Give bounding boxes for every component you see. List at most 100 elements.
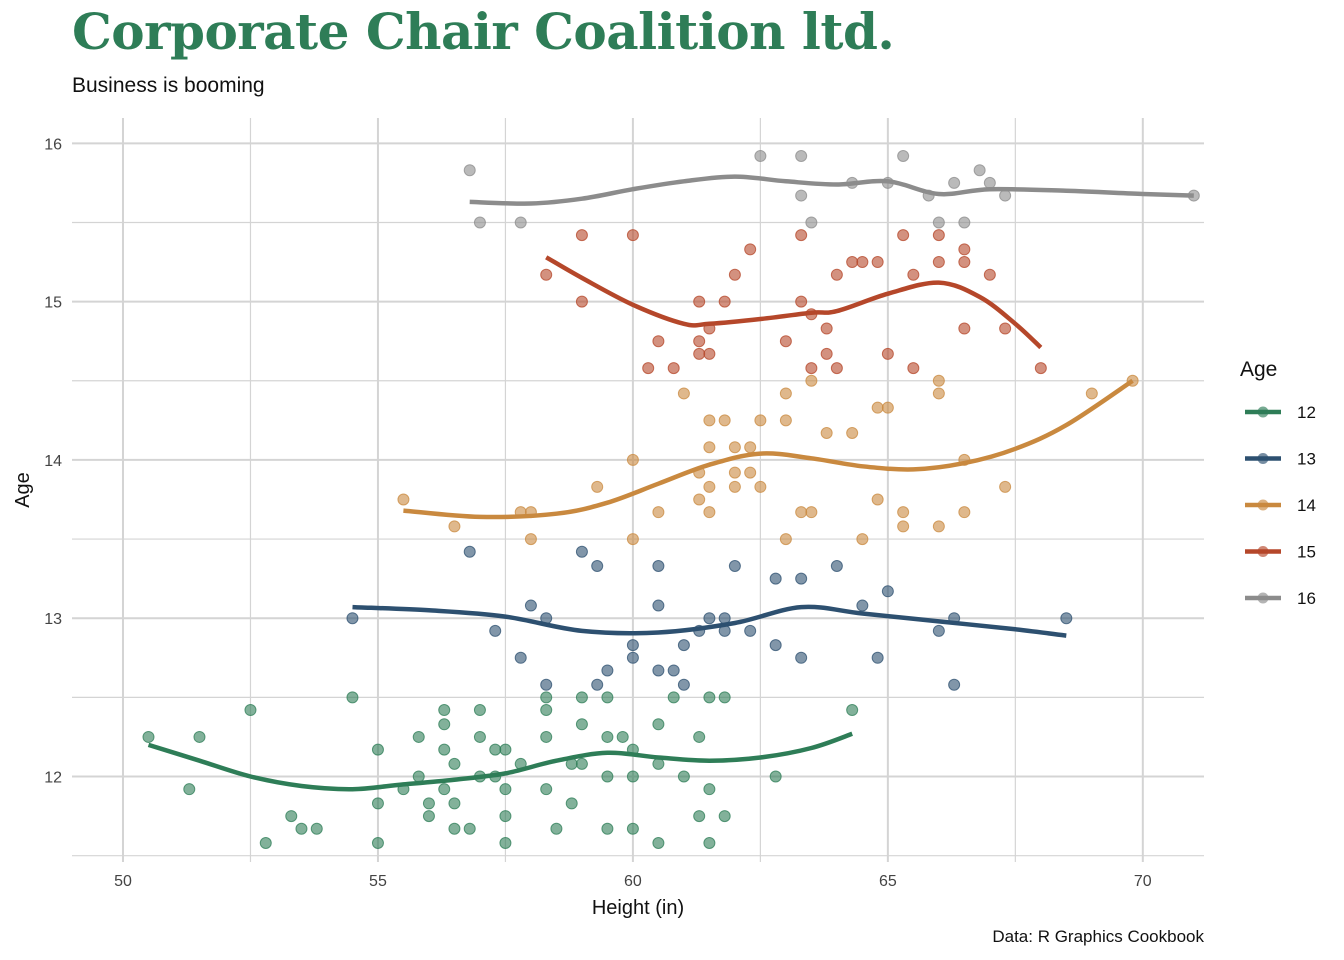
data-point-age-15 [575, 295, 588, 308]
y-axis-title: Age [12, 472, 34, 508]
data-point-age-12 [601, 691, 614, 704]
x-tick-label: 55 [369, 873, 387, 890]
data-point-age-13 [830, 559, 843, 572]
data-point-age-13 [856, 599, 869, 612]
x-axis-title: Height (in) [592, 897, 684, 919]
data-point-age-14 [805, 374, 818, 387]
data-point-age-12 [489, 743, 502, 756]
data-point-age-12 [473, 730, 486, 743]
scatter-chart: 50 55 60 65 70 12 13 14 15 16 Height (in) Age Age 12… [12, 118, 1316, 919]
data-point-age-14 [693, 493, 706, 506]
data-point-age-15 [958, 243, 971, 256]
data-point-age-14 [718, 414, 731, 427]
data-point-age-14 [932, 387, 945, 400]
data-point-age-14 [932, 374, 945, 387]
data-point-age-12 [499, 743, 512, 756]
data-point-age-12 [183, 783, 196, 796]
data-point-age-15 [907, 268, 920, 281]
data-point-age-12 [601, 822, 614, 835]
data-point-age-12 [412, 730, 425, 743]
smooth-line-age-14 [403, 378, 1134, 520]
data-point-age-12 [371, 837, 384, 850]
data-point-age-14 [805, 506, 818, 519]
legend-label: 15 [1297, 543, 1316, 562]
data-point-age-15 [693, 335, 706, 348]
data-point-age-13 [626, 639, 639, 652]
data-point-age-14 [524, 533, 537, 546]
data-point-age-15 [846, 256, 859, 269]
data-point-age-13 [703, 612, 716, 625]
data-point-age-14 [871, 401, 884, 414]
y-tick-label: 15 [44, 295, 62, 312]
data-point-age-16 [948, 176, 961, 189]
data-point-age-12 [565, 797, 578, 810]
data-point-age-12 [693, 730, 706, 743]
data-point-age-12 [438, 783, 451, 796]
data-point-age-15 [830, 362, 843, 375]
data-point-age-14 [703, 506, 716, 519]
data-point-age-13 [677, 639, 690, 652]
data-point-age-12 [448, 822, 461, 835]
data-point-age-14 [881, 401, 894, 414]
y-tick-label: 14 [44, 453, 62, 470]
data-point-age-12 [769, 770, 782, 783]
data-point-age-12 [667, 691, 680, 704]
data-point-age-14 [728, 480, 741, 493]
data-point-age-13 [744, 624, 757, 637]
data-points [142, 149, 1200, 850]
data-point-age-13 [463, 545, 476, 558]
data-point-age-14 [820, 427, 833, 440]
data-point-age-14 [677, 387, 690, 400]
data-point-age-16 [973, 164, 986, 177]
data-point-age-15 [820, 322, 833, 335]
data-point-age-12 [575, 718, 588, 731]
data-point-age-16 [473, 216, 486, 229]
data-point-age-15 [856, 256, 869, 269]
data-point-age-15 [703, 347, 716, 360]
data-point-age-15 [693, 347, 706, 360]
data-point-age-14 [779, 414, 792, 427]
data-point-age-13 [1060, 612, 1073, 625]
data-point-age-14 [932, 520, 945, 533]
data-point-age-15 [795, 229, 808, 242]
data-point-age-12 [540, 730, 553, 743]
data-point-age-14 [754, 480, 767, 493]
data-point-age-13 [540, 678, 553, 691]
data-point-age-13 [652, 559, 665, 572]
data-point-age-12 [438, 743, 451, 756]
data-point-age-14 [397, 493, 410, 506]
chart-subtitle: Business is booming [72, 74, 265, 97]
data-point-age-14 [754, 414, 767, 427]
data-point-age-13 [601, 664, 614, 677]
data-point-age-12 [448, 757, 461, 770]
data-point-age-12 [575, 691, 588, 704]
legend-label: 13 [1297, 450, 1316, 469]
data-point-age-12 [422, 797, 435, 810]
data-point-age-14 [795, 506, 808, 519]
data-point-age-12 [285, 810, 298, 823]
data-point-age-12 [550, 822, 563, 835]
data-point-age-13 [932, 624, 945, 637]
data-point-age-12 [601, 730, 614, 743]
data-point-age-15 [805, 362, 818, 375]
data-point-age-15 [932, 229, 945, 242]
data-point-age-13 [728, 559, 741, 572]
data-point-age-12 [652, 837, 665, 850]
data-point-age-15 [575, 229, 588, 242]
data-point-age-14 [779, 533, 792, 546]
data-point-age-12 [616, 730, 629, 743]
data-point-age-13 [677, 678, 690, 691]
data-point-age-12 [346, 691, 359, 704]
data-point-age-13 [769, 639, 782, 652]
data-point-age-15 [830, 268, 843, 281]
data-point-age-13 [881, 585, 894, 598]
data-point-age-12 [703, 691, 716, 704]
data-point-age-16 [958, 216, 971, 229]
data-point-age-14 [626, 533, 639, 546]
data-point-age-12 [371, 743, 384, 756]
data-point-age-16 [795, 149, 808, 162]
data-point-age-12 [703, 783, 716, 796]
x-tick-label: 65 [879, 873, 897, 890]
data-point-age-16 [897, 149, 910, 162]
data-point-age-14 [897, 520, 910, 533]
